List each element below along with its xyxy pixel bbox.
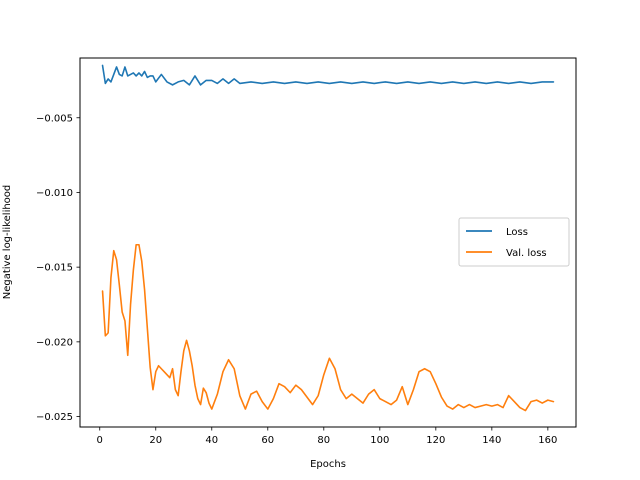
series-line-val-loss — [101, 243, 555, 412]
y-tick-label: −0.020 — [36, 337, 73, 348]
x-tick-label: 80 — [317, 435, 330, 446]
y-tick-label: −0.010 — [36, 188, 73, 199]
y-axis-ticks: −0.025 −0.020 −0.015 −0.010 −0.005 — [36, 113, 80, 423]
x-tick-label: 160 — [538, 435, 557, 446]
series-layer — [101, 64, 555, 412]
legend: Loss Val. loss — [458, 217, 570, 267]
x-tick-label: 60 — [261, 435, 274, 446]
y-tick-label: −0.005 — [36, 113, 73, 124]
y-axis-label: Negative log-likelihood — [2, 185, 13, 300]
legend-label-val-loss: Val. loss — [506, 248, 547, 259]
x-tick-label: 100 — [370, 435, 389, 446]
x-tick-label: 40 — [205, 435, 218, 446]
y-tick-label: −0.015 — [36, 263, 73, 274]
x-tick-label: 20 — [149, 435, 162, 446]
x-tick-label: 0 — [97, 435, 103, 446]
legend-box — [458, 217, 570, 267]
x-tick-label: 120 — [426, 435, 445, 446]
x-tick-label: 140 — [482, 435, 501, 446]
axes-frame — [79, 57, 577, 428]
x-axis-ticks: 0 20 40 60 80 100 120 140 160 — [97, 427, 557, 446]
x-axis-label: Epochs — [310, 459, 346, 470]
legend-label-loss: Loss — [506, 227, 528, 238]
y-tick-label: −0.025 — [36, 412, 73, 423]
series-line-loss — [101, 64, 555, 86]
